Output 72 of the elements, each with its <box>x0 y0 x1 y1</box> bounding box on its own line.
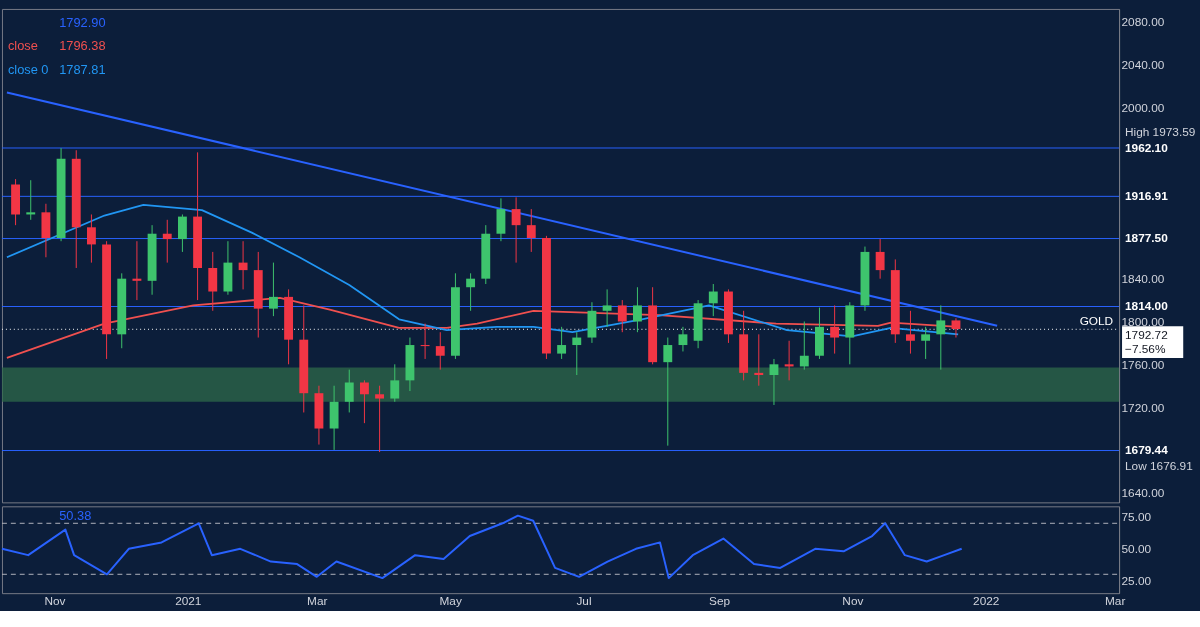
x-tick-label: Nov <box>44 593 66 608</box>
ref-line-label: GOLD <box>1079 314 1114 329</box>
ref-line-label: 1916.91 <box>1125 189 1169 204</box>
candlestick <box>511 196 521 264</box>
candlestick <box>921 326 931 360</box>
text: Low 1676.91 <box>1125 459 1193 474</box>
candlestick <box>557 326 567 360</box>
ref-line-label: 1877.50 <box>1125 231 1169 246</box>
candlestick <box>132 240 142 301</box>
x-tick-label: Mar <box>1105 593 1126 608</box>
candlestick <box>830 304 840 355</box>
candlestick <box>951 317 961 339</box>
annotation: 1787.81 <box>59 62 106 78</box>
annotation: 1792.90 <box>59 14 106 30</box>
x-tick-label: Sep <box>708 593 731 608</box>
candlestick <box>390 363 400 403</box>
text: close 0 <box>7 62 49 78</box>
candlestick <box>784 340 794 381</box>
y-tick-label: 1640.00 <box>1121 486 1165 501</box>
text: 1792.72 <box>1125 328 1168 343</box>
text: −7.56% <box>1125 341 1166 356</box>
candlestick <box>86 213 96 264</box>
x-tick-label: Nov <box>842 593 864 608</box>
x-tick-label: May <box>439 593 462 608</box>
candlestick <box>526 208 536 253</box>
y-tick-label: 1720.00 <box>1121 400 1165 415</box>
candlestick <box>359 379 369 424</box>
candlestick <box>420 323 430 360</box>
x-tick-label: Jul <box>576 593 592 608</box>
y-tick-label: 50.00 <box>1121 542 1152 557</box>
candlestick <box>26 179 36 221</box>
candlestick <box>875 238 885 280</box>
y-tick-label: 2040.00 <box>1121 58 1165 73</box>
y-tick-label: 1840.00 <box>1121 272 1165 287</box>
x-tick-label: 2021 <box>175 593 202 608</box>
candlestick <box>572 331 582 376</box>
text: close <box>7 38 38 54</box>
candlestick <box>936 304 946 371</box>
candlestick <box>435 331 445 371</box>
ref-line-label: 1962.10 <box>1125 140 1169 155</box>
annotation: 50.38 <box>59 508 92 524</box>
candlestick <box>602 288 612 328</box>
line-series <box>6 203 960 338</box>
candlestick <box>799 320 809 371</box>
candlestick <box>708 283 718 317</box>
annotation: 1796.38 <box>59 38 106 54</box>
x-tick-label: Mar <box>307 593 328 608</box>
candlestick <box>754 333 764 387</box>
y-tick-label: 1760.00 <box>1121 357 1165 372</box>
candlestick <box>162 219 172 264</box>
candlestick <box>663 337 673 447</box>
ref-line-label: 1679.44 <box>1125 443 1169 458</box>
y-tick-label: 1800.00 <box>1121 314 1165 329</box>
candlestick <box>617 299 627 333</box>
candlestick <box>268 262 278 317</box>
candlestick <box>466 272 476 312</box>
candlestick <box>678 326 688 352</box>
candlestick <box>769 358 779 406</box>
candlestick <box>238 240 248 290</box>
candlestick <box>177 213 187 253</box>
candlestick <box>633 286 642 333</box>
text: High 1973.59 <box>1125 125 1196 140</box>
y-tick-label: 2080.00 <box>1121 15 1165 30</box>
y-tick-label: 2000.00 <box>1121 100 1165 115</box>
candlestick <box>906 310 915 355</box>
y-tick-label: 25.00 <box>1121 574 1152 589</box>
candlestick <box>208 251 218 312</box>
candlestick <box>344 369 354 413</box>
y-tick-label: 75.00 <box>1121 510 1152 525</box>
ref-line-label: 1814.00 <box>1125 299 1169 314</box>
x-tick-label: 2022 <box>973 593 1000 608</box>
candlestick <box>375 385 385 453</box>
